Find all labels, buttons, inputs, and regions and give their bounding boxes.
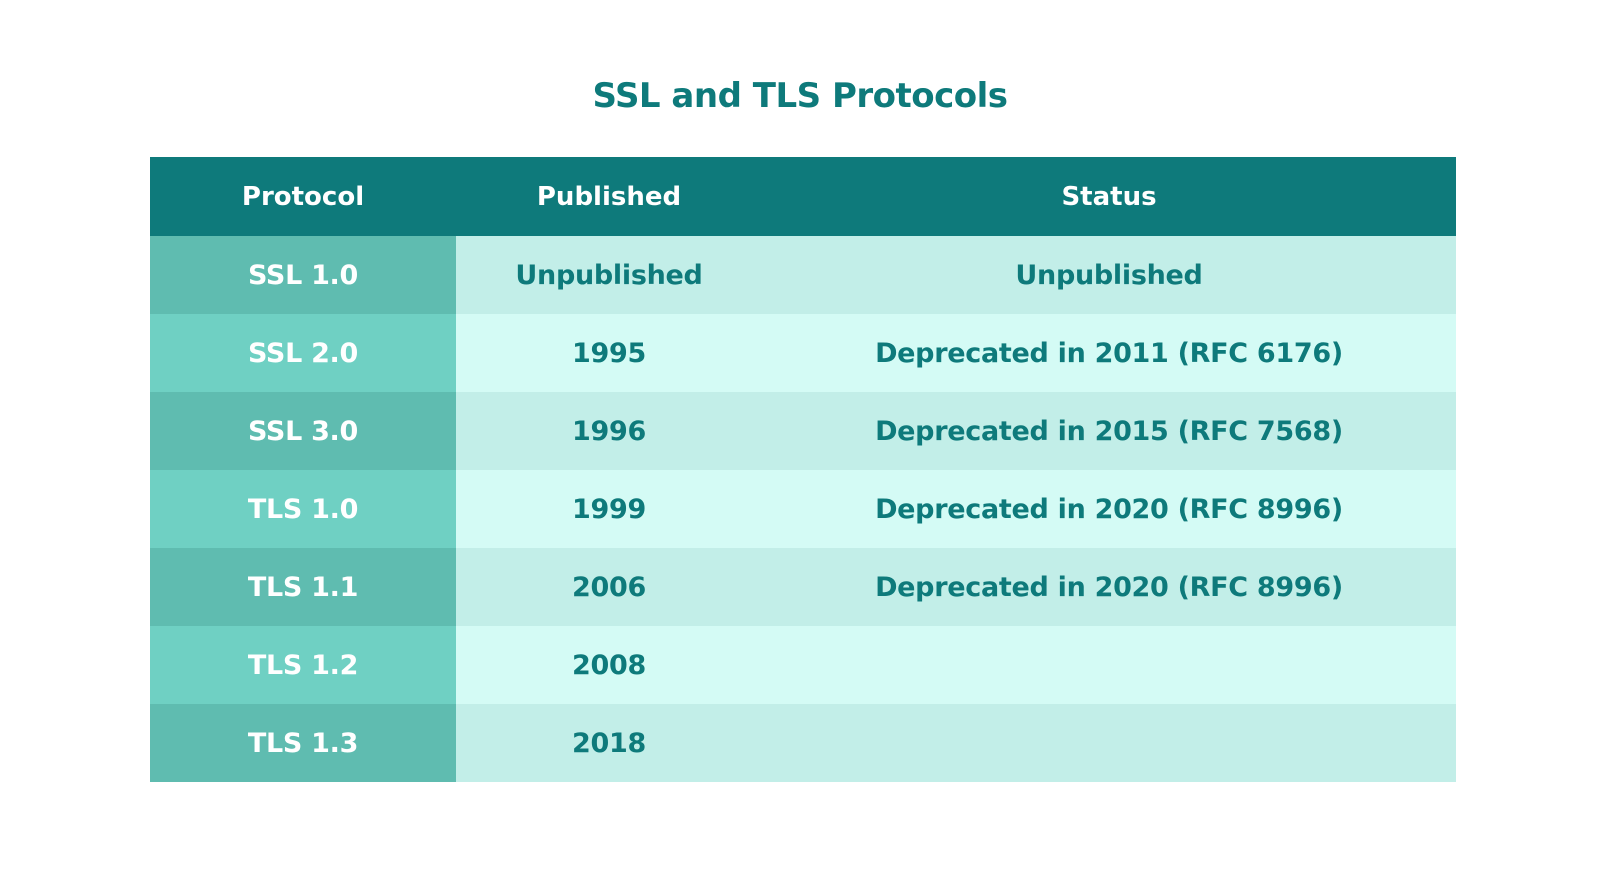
page-title: SSL and TLS Protocols bbox=[592, 76, 1008, 116]
column-header-status: Status bbox=[762, 157, 1456, 236]
published-cell: 1999 bbox=[456, 470, 762, 548]
published-cell: 1996 bbox=[456, 392, 762, 470]
protocol-cell: TLS 1.1 bbox=[150, 548, 456, 626]
table-row: TLS 1.2 2008 bbox=[150, 626, 1456, 704]
protocol-cell: TLS 1.0 bbox=[150, 470, 456, 548]
published-cell: 2018 bbox=[456, 704, 762, 782]
published-cell: Unpublished bbox=[456, 236, 762, 314]
protocol-cell: SSL 3.0 bbox=[150, 392, 456, 470]
protocols-table: Protocol Published Status SSL 1.0 Unpubl… bbox=[150, 157, 1456, 782]
table-row: SSL 2.0 1995 Deprecated in 2011 (RFC 617… bbox=[150, 314, 1456, 392]
status-cell bbox=[762, 626, 1456, 704]
table-row: TLS 1.1 2006 Deprecated in 2020 (RFC 899… bbox=[150, 548, 1456, 626]
column-header-published: Published bbox=[456, 157, 762, 236]
published-cell: 1995 bbox=[456, 314, 762, 392]
column-header-protocol: Protocol bbox=[150, 157, 456, 236]
protocol-cell: SSL 1.0 bbox=[150, 236, 456, 314]
status-cell bbox=[762, 704, 1456, 782]
protocol-cell: TLS 1.3 bbox=[150, 704, 456, 782]
published-cell: 2008 bbox=[456, 626, 762, 704]
status-cell: Deprecated in 2020 (RFC 8996) bbox=[762, 548, 1456, 626]
protocol-cell: TLS 1.2 bbox=[150, 626, 456, 704]
table-header-row: Protocol Published Status bbox=[150, 157, 1456, 236]
table-row: TLS 1.3 2018 bbox=[150, 704, 1456, 782]
status-cell: Deprecated in 2011 (RFC 6176) bbox=[762, 314, 1456, 392]
table-row: TLS 1.0 1999 Deprecated in 2020 (RFC 899… bbox=[150, 470, 1456, 548]
status-cell: Deprecated in 2020 (RFC 8996) bbox=[762, 470, 1456, 548]
published-cell: 2006 bbox=[456, 548, 762, 626]
table-row: SSL 1.0 Unpublished Unpublished bbox=[150, 236, 1456, 314]
status-cell: Unpublished bbox=[762, 236, 1456, 314]
table-row: SSL 3.0 1996 Deprecated in 2015 (RFC 756… bbox=[150, 392, 1456, 470]
status-cell: Deprecated in 2015 (RFC 7568) bbox=[762, 392, 1456, 470]
protocol-cell: SSL 2.0 bbox=[150, 314, 456, 392]
